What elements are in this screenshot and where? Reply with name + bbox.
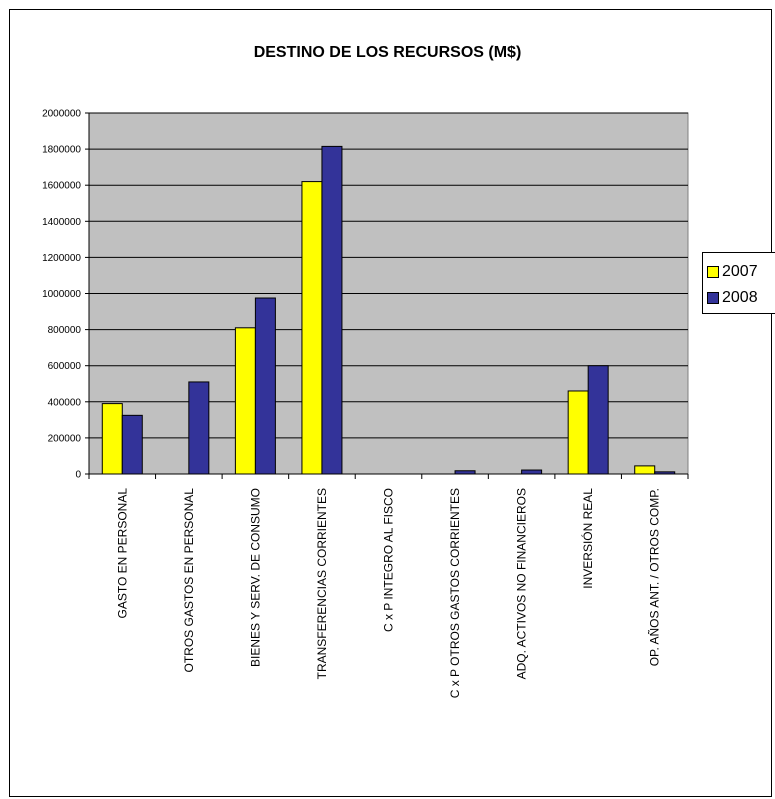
legend-label-2007: 2007 [722,263,758,280]
y-tick-label: 1400000 [42,217,81,228]
chart-title: DESTINO DE LOS RECURSOS (M$) [253,44,522,61]
x-category-label: INVERSIÓN REAL [580,488,595,589]
y-tick-label: 200000 [48,433,82,444]
y-tick-label: 0 [75,470,81,481]
x-category-label: OP. AÑOS ANT. / OTROS COMP. [648,488,662,666]
x-category-label: C x P INTEGRO AL FISCO [382,488,396,632]
bar-2007 [634,465,656,475]
y-tick-label: 600000 [48,361,82,372]
x-category-label: OTROS GASTOS EN PERSONAL [182,488,196,673]
legend-label-2008: 2008 [722,289,758,306]
bar-2008 [654,471,676,475]
x-category-label: ADQ. ACTIVOS NO FINANCIEROS [515,488,529,679]
y-tick-label: 400000 [48,397,82,408]
x-category-label: TRANSFERENCIAS CORRIENTES [315,488,329,679]
bar-2008 [321,145,343,475]
y-tick-label: 2000000 [42,109,81,120]
legend-item-2008: 2008 [707,288,758,308]
bar-2007 [234,327,256,475]
x-category-label: GASTO EN PERSONAL [115,488,129,619]
legend-item-2007: 2007 [707,262,758,282]
bar-2007 [101,403,123,475]
legend-swatch-2007 [707,266,719,278]
bar-2008 [521,469,543,475]
x-category-label: C x P OTROS GASTOS CORRIENTES [448,488,462,698]
chart-legend: 2007 2008 [702,252,775,314]
bar-2008 [254,297,276,475]
bar-2007 [567,390,589,475]
bar-2007 [301,181,323,475]
y-tick-label: 800000 [48,325,82,336]
bar-2008 [188,381,210,475]
y-tick-label: 1600000 [42,181,81,192]
legend-swatch-2008 [707,292,719,304]
y-tick-label: 1200000 [42,253,81,264]
x-category-label: BIENES Y SERV. DE CONSUMO [248,488,262,667]
bar-2008 [121,414,143,475]
bar-2008 [587,365,609,475]
bar-2008 [454,470,476,475]
y-tick-label: 1000000 [42,289,81,300]
y-tick-label: 1800000 [42,145,81,156]
